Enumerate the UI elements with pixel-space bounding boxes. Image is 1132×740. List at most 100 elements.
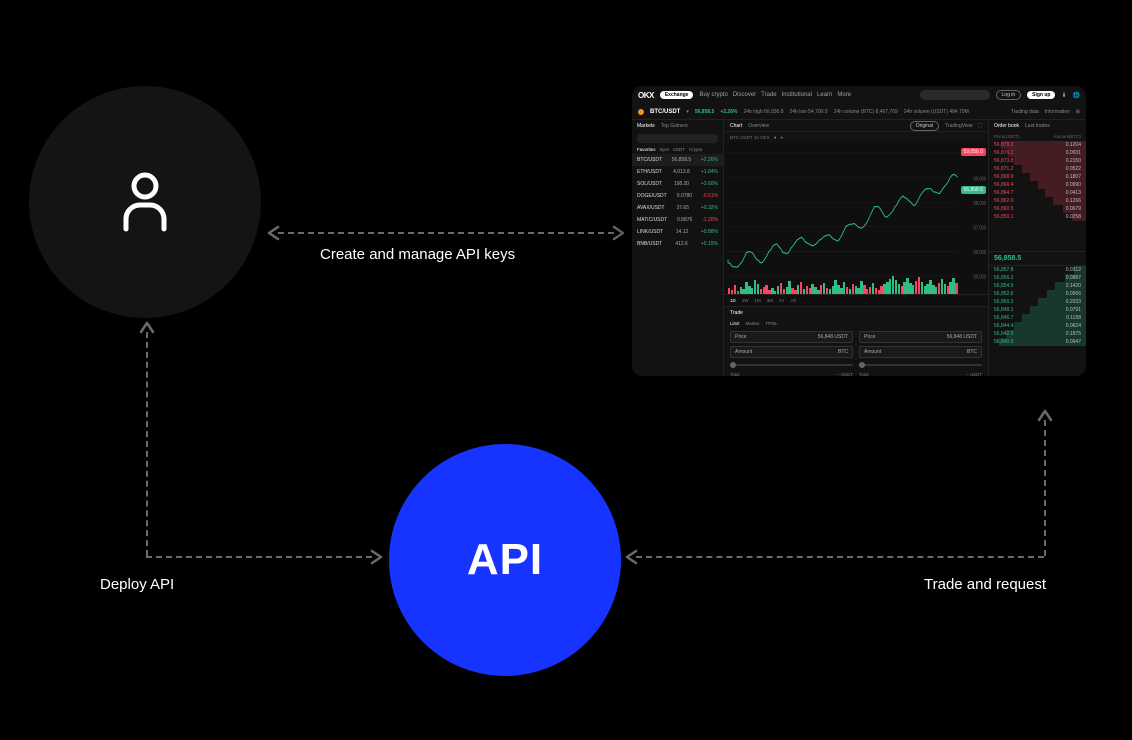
pair-row[interactable]: BNB/USDT412.6+0.15% <box>632 238 723 250</box>
last-price: 56,858.5 <box>695 109 714 115</box>
pair-stat: 24h low 54,700.0 <box>789 109 827 115</box>
nav-exchange[interactable]: Exchange <box>660 91 694 99</box>
sidebar-filter[interactable]: Spot <box>660 147 669 152</box>
chart-engine-tradingview[interactable]: TradingView <box>945 123 973 129</box>
orderbook-row[interactable]: 56,857.80.0312 <box>989 266 1086 274</box>
orderbook-row[interactable]: 56,848.10.0791 <box>989 306 1086 314</box>
orderbook-row[interactable]: 56,856.20.0887 <box>989 274 1086 282</box>
svg-text:58,000: 58,000 <box>974 200 987 207</box>
information-link[interactable]: Information <box>1045 109 1070 115</box>
orderbook-row[interactable]: 56,871.20.0522 <box>989 165 1086 173</box>
sidebar-tabs: Markets Top Gainers <box>632 120 723 132</box>
buy-price-input[interactable]: Price 56,848 USDT <box>730 331 853 343</box>
pair-stat: 24h high 60,936.8 <box>743 109 783 115</box>
orderbook-row[interactable]: 56,844.40.0624 <box>989 322 1086 330</box>
svg-text:55,000: 55,000 <box>974 274 987 281</box>
tab-top-gainers[interactable]: Top Gainers <box>661 123 688 129</box>
sidebar-filter[interactable]: Crypto <box>689 147 702 152</box>
tab-markets[interactable]: Markets <box>637 123 655 129</box>
orderbook-row[interactable]: 56,842.00.1875 <box>989 330 1086 338</box>
trading-data-link[interactable]: Trading data <box>1011 109 1039 115</box>
exchange-body: Markets Top Gainers Favorites Spot USDT Cry… <box>632 120 1086 376</box>
nav-item[interactable]: Discover <box>733 92 756 98</box>
orderbook-row[interactable]: 56,852.60.0566 <box>989 290 1086 298</box>
signup-button[interactable]: Sign up <box>1027 91 1055 99</box>
fullscreen-icon[interactable]: ⛶ <box>978 123 982 129</box>
arrow-left-icon <box>624 549 638 565</box>
tab-chart[interactable]: Chart <box>730 123 742 129</box>
sell-amount-slider[interactable] <box>859 364 982 366</box>
layout-icon[interactable]: ⊞ <box>1076 109 1080 115</box>
tab-overview[interactable]: Overview <box>748 123 769 129</box>
globe-icon[interactable]: 🌐 <box>1073 92 1080 99</box>
connector-left-horizontal <box>146 556 372 558</box>
pair-stat: 24h volume (BTC) 8,467,709 <box>834 109 898 115</box>
orderbook-row[interactable]: 56,854.90.1420 <box>989 282 1086 290</box>
pair-row[interactable]: BTC/USDT56,858.5+2.26% <box>632 154 723 166</box>
range-1W[interactable]: 1W <box>742 298 749 303</box>
pair-row[interactable]: MATIC/USDT0.8876-1.20% <box>632 214 723 226</box>
order-type-limit[interactable]: Limit <box>730 321 740 326</box>
orderbook-row[interactable]: 56,850.30.2033 <box>989 298 1086 306</box>
sell-amount-input[interactable]: Amount BTC <box>859 346 982 358</box>
exchange-screenshot: OKX Exchange Buy crypto Discover Trade Inst… <box>632 86 1086 376</box>
range-3M[interactable]: 3M <box>767 298 773 303</box>
orderbook-row[interactable]: 56,864.70.0413 <box>989 189 1086 197</box>
markets-sidebar: Markets Top Gainers Favorites Spot USDT Cry… <box>632 120 724 376</box>
pair-stats: 24h high 60,936.8 24h low 54,700.0 24h vol… <box>743 109 968 115</box>
nav-item[interactable]: Learn <box>817 92 832 98</box>
orderbook-row[interactable]: 56,876.10.0931 <box>989 149 1086 157</box>
range-1Y[interactable]: 1Y <box>779 298 785 303</box>
range-All[interactable]: All <box>791 298 796 303</box>
download-icon[interactable]: ⬇ <box>1061 92 1066 99</box>
chevron-down-icon[interactable]: ▾ <box>686 109 689 115</box>
order-type-tp/sl[interactable]: TP/SL <box>765 321 778 326</box>
orderbook-row[interactable]: 56,879.30.1204 <box>989 141 1086 149</box>
sidebar-search-input[interactable] <box>637 134 718 143</box>
connector-right-vertical <box>1044 420 1046 556</box>
range-1M[interactable]: 1M <box>755 298 761 303</box>
tab-orderbook[interactable]: Order book <box>994 123 1019 129</box>
orderbook-header: Price(USDT) Amount(BTC) <box>989 132 1086 141</box>
nav-item[interactable]: Buy crypto <box>699 92 727 98</box>
connector-top <box>278 232 614 234</box>
orderbook-row[interactable]: 56,846.70.1158 <box>989 314 1086 322</box>
arrow-up-icon <box>1037 408 1053 422</box>
range-1D[interactable]: 1D <box>730 298 736 303</box>
arrow-up-icon <box>139 320 155 334</box>
orderbook-row[interactable]: 56,860.50.0679 <box>989 205 1086 213</box>
orderbook-row[interactable]: 56,868.90.1807 <box>989 173 1086 181</box>
orderbook-row[interactable]: 56,866.40.0990 <box>989 181 1086 189</box>
nav-item[interactable]: More <box>837 92 851 98</box>
order-type-market[interactable]: Market <box>746 321 760 326</box>
pair-row[interactable]: AVAX/USDT37.65+0.32% <box>632 202 723 214</box>
price-chart[interactable]: 60,00059,00058,00057,00056,00055,000 59,… <box>724 142 988 306</box>
pair-row[interactable]: DOGE/USDT0.0780-0.51% <box>632 190 723 202</box>
sidebar-filter[interactable]: USDT <box>673 147 685 152</box>
nav-item[interactable]: Trade <box>761 92 776 98</box>
tab-last-trades[interactable]: Last trades <box>1025 123 1050 129</box>
trade-panel: Trade Limit Market TP/SL Price 56,848 USDT… <box>724 306 988 376</box>
tab-trade[interactable]: Trade <box>730 310 743 316</box>
orderbook-mid-price: 56,858.5 <box>989 251 1086 266</box>
pair-row[interactable]: SOL/USDT198.20+3.60% <box>632 178 723 190</box>
search-input[interactable] <box>920 90 990 100</box>
login-button[interactable]: Log in <box>996 90 1022 100</box>
buy-amount-slider[interactable] <box>730 364 853 366</box>
orderbook-row[interactable]: 56,859.10.0258 <box>989 213 1086 221</box>
price-tag-high: 59,056.0 <box>961 148 986 156</box>
sidebar-filter[interactable]: Favorites <box>637 147 656 152</box>
pair-name[interactable]: BTC/USDT <box>650 109 680 115</box>
sell-price-input[interactable]: Price 56,848 USDT <box>859 331 982 343</box>
buy-amount-input[interactable]: Amount BTC <box>730 346 853 358</box>
pair-row[interactable]: ETH/USDT4,013.8+1.84% <box>632 166 723 178</box>
connector-right-label: Trade and request <box>924 576 1046 593</box>
orderbook-row[interactable]: 56,862.00.1266 <box>989 197 1086 205</box>
pair-row[interactable]: LINK/USDT14.12+0.88% <box>632 226 723 238</box>
orderbook-row[interactable]: 56,873.80.2150 <box>989 157 1086 165</box>
orderbook-row[interactable]: 56,840.50.0947 <box>989 338 1086 346</box>
api-label: API <box>467 535 543 585</box>
nav-item[interactable]: Institutional <box>782 92 812 98</box>
exchange-logo: OKX <box>638 91 654 100</box>
chart-engine-original[interactable]: Original <box>910 121 939 131</box>
